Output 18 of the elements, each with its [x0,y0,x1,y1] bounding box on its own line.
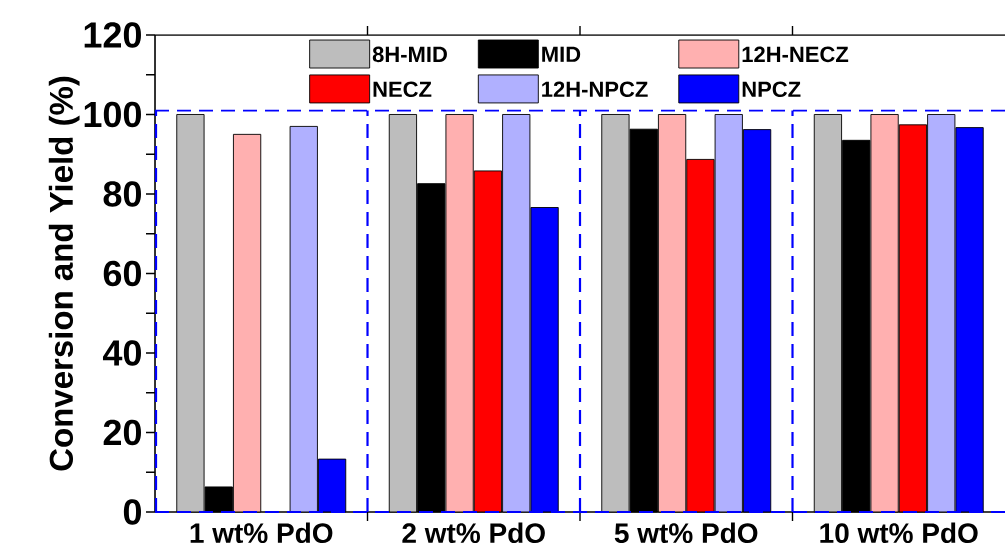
legend-label: NECZ [373,81,432,98]
y-tick-label: 100 [84,101,141,128]
y-tick-label: 80 [103,181,141,207]
x-tick-label: 5 wt% PdO [614,522,758,544]
x-tick-label: 2 wt% PdO [402,522,545,544]
y-tick-label: 20 [103,419,141,446]
y-tick-label: 60 [103,260,141,287]
y-tick-label: 120 [84,22,141,48]
legend-label: 12H-NECZ [742,46,849,63]
y-tick-label: 40 [102,340,141,366]
legend-label: MID [542,46,581,62]
x-tick-label: 1 wt% PdO [190,522,333,544]
legend-label: 8H-MID [372,46,447,63]
y-axis-title: Conversion and Yield (%) [48,76,80,471]
legend-label: NPCZ [742,81,801,98]
y-tick-label: 0 [123,499,141,525]
x-tick-label: 10 wt% PdO [820,522,978,544]
legend-label: 12H-NPCZ [542,81,648,98]
